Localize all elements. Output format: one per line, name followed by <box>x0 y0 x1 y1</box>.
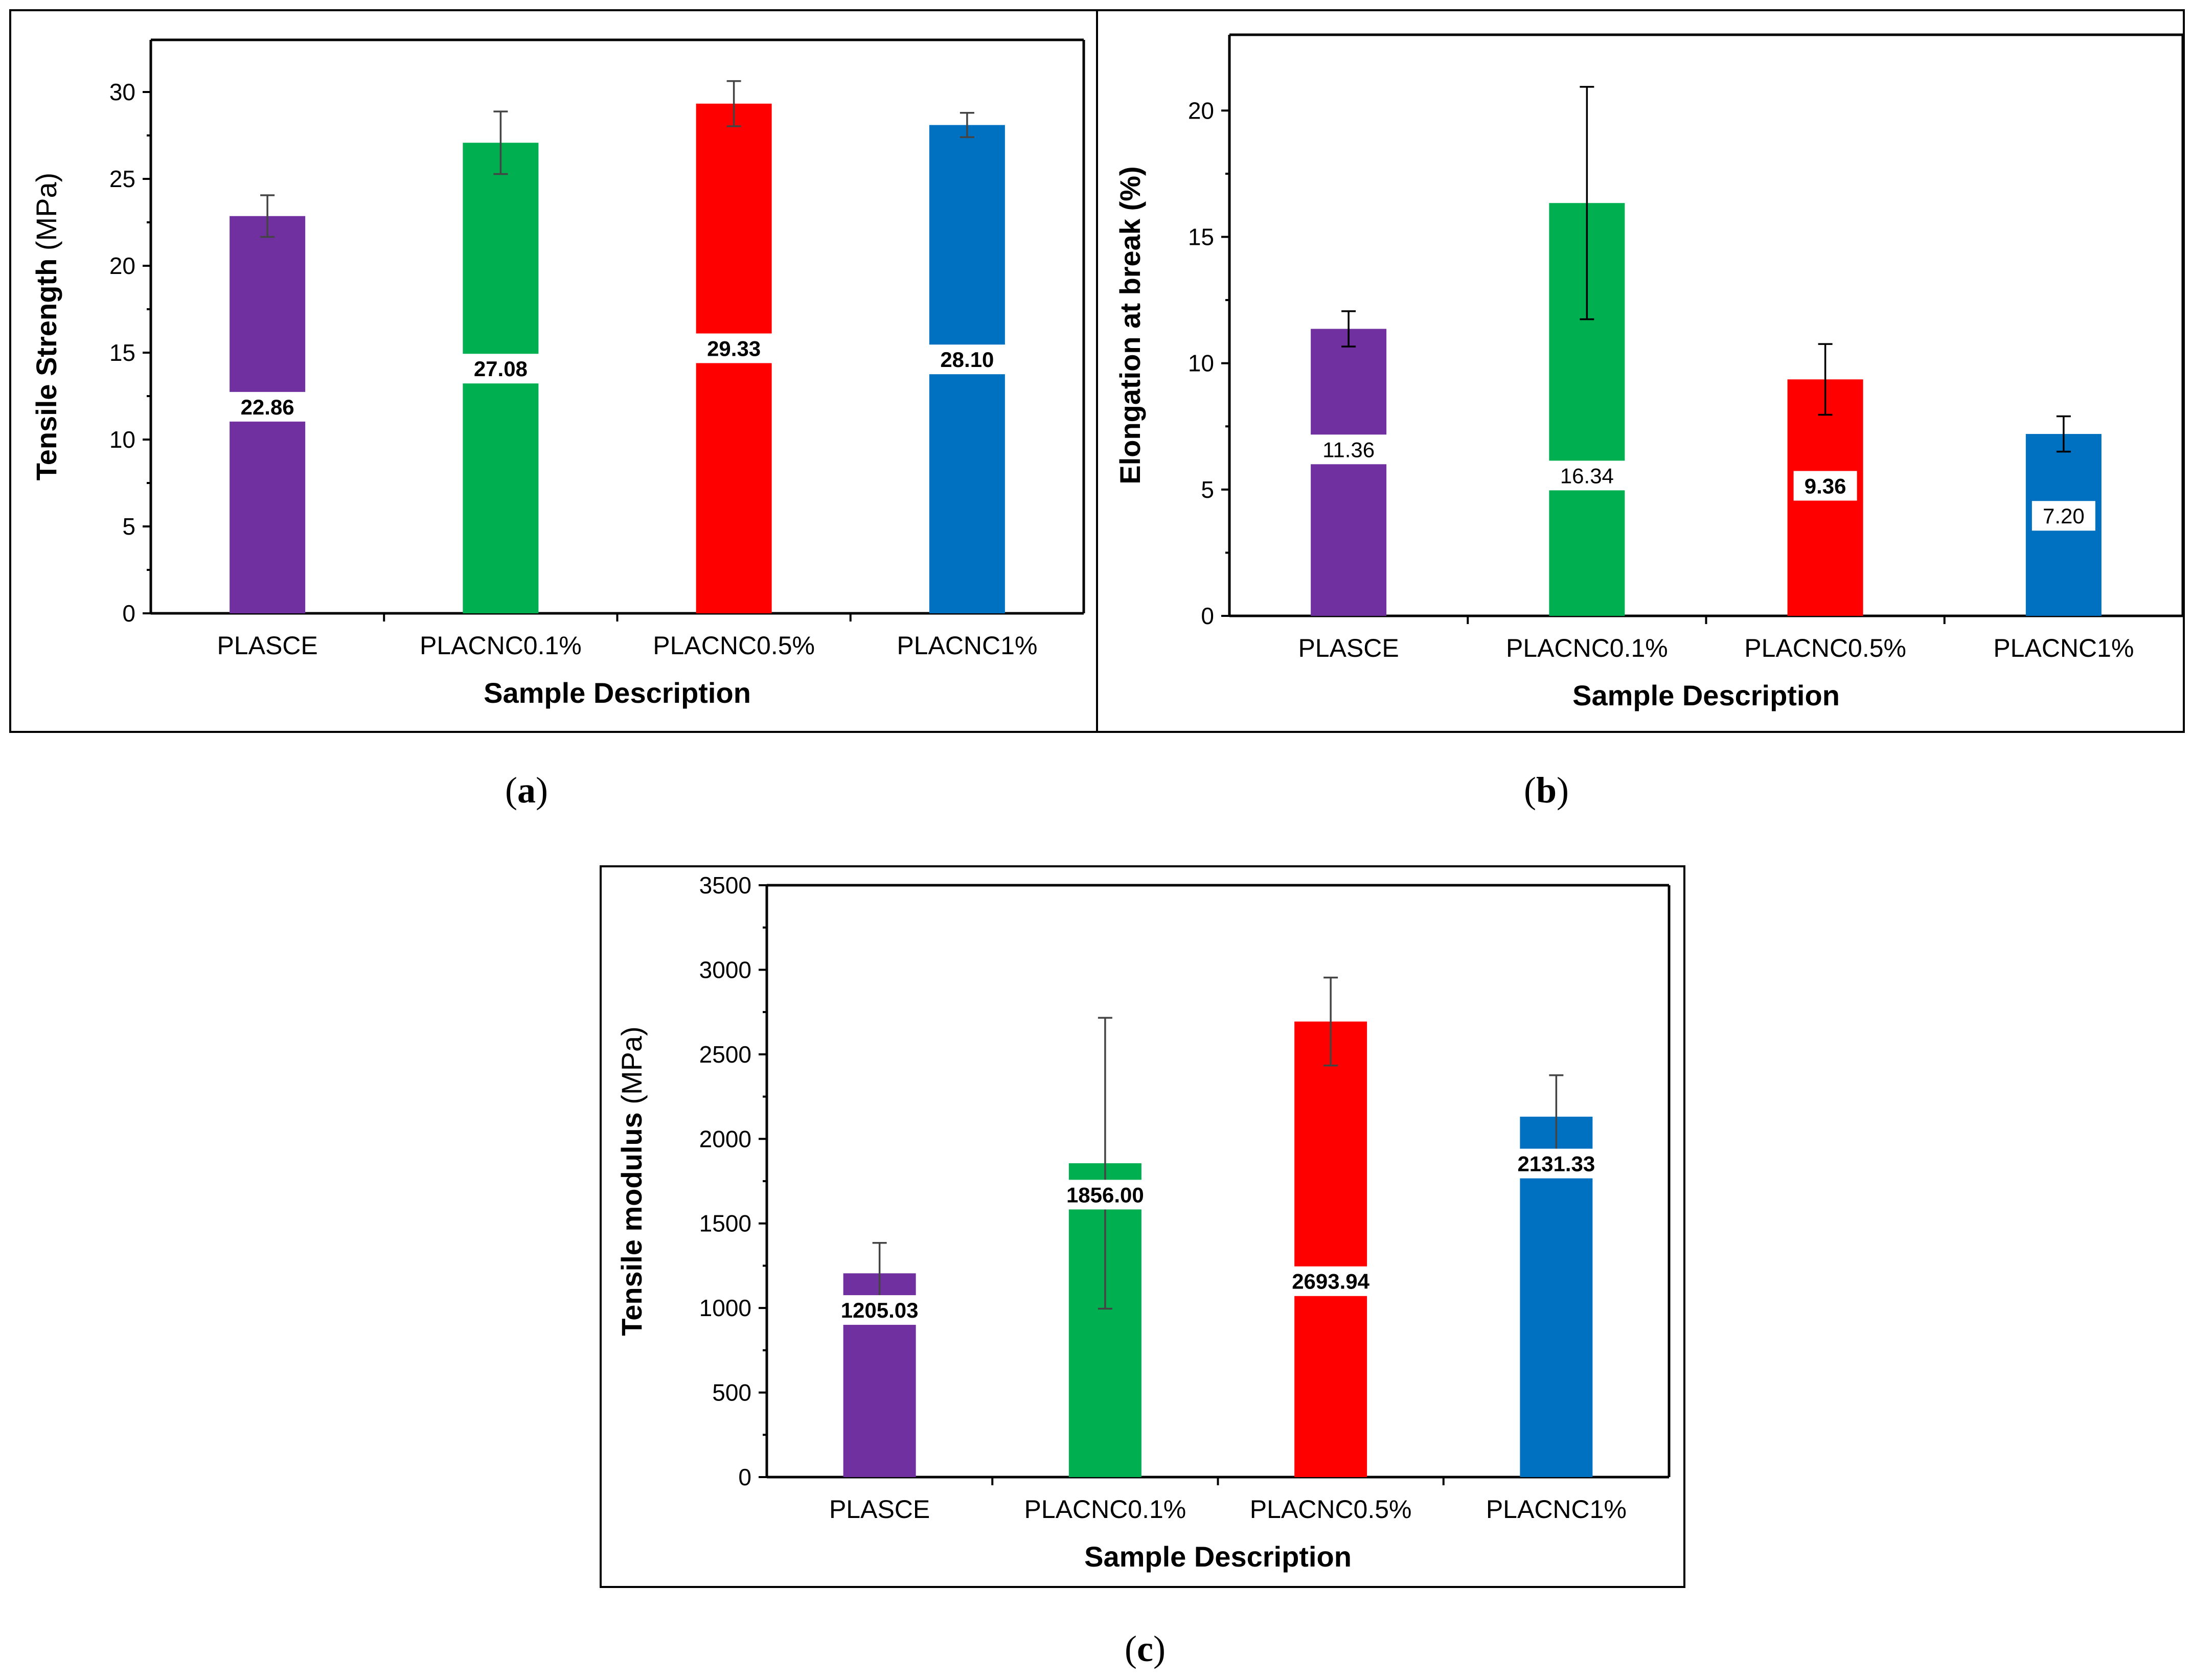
data-label-box <box>1793 471 1857 501</box>
x-category-label: PLACNC0.1% <box>420 631 582 660</box>
data-label: 29.33 <box>707 336 761 360</box>
data-label: 16.34 <box>1560 464 1614 488</box>
y-axis-title-unit: (MPa) <box>615 1026 648 1104</box>
y-tick-label: 5 <box>1201 476 1214 503</box>
data-label-box <box>929 344 1006 375</box>
x-category-label: PLACNC1% <box>897 631 1037 660</box>
data-label: 11.36 <box>1322 438 1375 462</box>
data-label-box <box>1505 1148 1607 1179</box>
bar-PLACNC0.5% <box>1294 1021 1367 1477</box>
y-tick-label: 0 <box>738 1464 751 1490</box>
y-tick-label: 15 <box>109 339 135 366</box>
y-tick-label: 5 <box>122 513 135 540</box>
x-category-label: PLASCE <box>1298 634 1399 662</box>
y-tick-label: 30 <box>109 79 135 105</box>
x-category-label: PLASCE <box>217 631 317 660</box>
chart-panel-a: 0 5 10 15 20 25 30 22.86 PLASCE 27.08 PLACNC0.1% 29… <box>30 38 1085 709</box>
x-category-label: PLACNC0.5% <box>1250 1495 1412 1524</box>
data-label: 9.36 <box>1805 474 1846 498</box>
data-label-box <box>1548 461 1625 491</box>
data-label: 27.08 <box>474 357 528 381</box>
y-axis-title: Elongation at break (%) <box>1114 166 1146 484</box>
data-label: 22.86 <box>241 395 294 419</box>
y-tick-label: 0 <box>122 600 135 627</box>
y-axis-title-main: Tensile Strength <box>30 250 62 480</box>
data-label-box <box>1054 1180 1156 1210</box>
y-axis-title: Tensile Strength (MPa) <box>30 173 62 481</box>
data-label-box <box>2031 501 2095 531</box>
caption-b: (b) <box>1524 770 1569 811</box>
data-label: 28.10 <box>940 348 994 372</box>
y-tick-label: 20 <box>1188 97 1214 124</box>
y-tick-label: 3500 <box>699 872 751 899</box>
y-tick-label: 20 <box>109 252 135 279</box>
x-category-label: PLACNC1% <box>1993 634 2134 662</box>
data-label-box <box>229 392 306 422</box>
data-label: 7.20 <box>2043 504 2085 528</box>
y-tick-label: 15 <box>1188 223 1214 250</box>
y-axis-title: Tensile modulus (MPa) <box>615 1026 648 1336</box>
data-label-box <box>462 354 539 384</box>
x-axis-title: Sample Description <box>484 677 751 709</box>
data-label: 1205.03 <box>841 1298 919 1322</box>
data-label: 2693.94 <box>1292 1270 1369 1294</box>
panel-c-frame <box>600 865 1685 1588</box>
y-tick-label: 1000 <box>699 1295 751 1321</box>
x-axis-title: Sample Description <box>1084 1540 1352 1573</box>
bar-PLASCE <box>1311 329 1387 616</box>
x-category-label: PLACNC1% <box>1486 1495 1627 1524</box>
x-category-label: PLACNC0.1% <box>1024 1495 1186 1524</box>
y-axis-title-main: Tensile modulus <box>615 1104 648 1336</box>
caption-a: (a) <box>505 770 548 811</box>
y-tick-label: 2500 <box>699 1041 751 1068</box>
caption-c: (c) <box>1125 1628 1166 1669</box>
chart-panel-b: 0 5 10 15 20 11.36 PLASCE 16.34 PLACNC0.1% 9.36 PL… <box>1114 33 2184 711</box>
panel-b-frame <box>1096 9 2185 733</box>
x-category-label: PLACNC0.5% <box>653 631 815 660</box>
y-tick-label: 25 <box>109 166 135 192</box>
x-category-label: PLACNC0.5% <box>1744 634 1906 662</box>
data-label-box <box>1310 434 1387 465</box>
y-axis-title-unit: (MPa) <box>30 173 62 250</box>
y-tick-label: 3000 <box>699 956 751 983</box>
data-label-box <box>1280 1266 1382 1296</box>
data-label: 2131.33 <box>1517 1152 1595 1176</box>
data-label-box <box>829 1295 931 1325</box>
y-tick-label: 2000 <box>699 1125 751 1152</box>
y-tick-label: 1500 <box>699 1210 751 1237</box>
y-tick-label: 10 <box>109 426 135 453</box>
data-label: 1856.00 <box>1066 1183 1144 1207</box>
data-label-box <box>696 333 772 363</box>
y-tick-label: 0 <box>1201 603 1214 629</box>
x-axis-title: Sample Description <box>1572 679 1840 711</box>
y-tick-label: 500 <box>712 1379 751 1406</box>
chart-panel-c: 0 500 1000 1500 2000 2500 3000 3500 1205.03 PLASC… <box>615 872 1671 1573</box>
x-category-label: PLASCE <box>829 1495 930 1524</box>
y-tick-label: 10 <box>1188 350 1214 377</box>
x-category-label: PLACNC0.1% <box>1506 634 1668 662</box>
